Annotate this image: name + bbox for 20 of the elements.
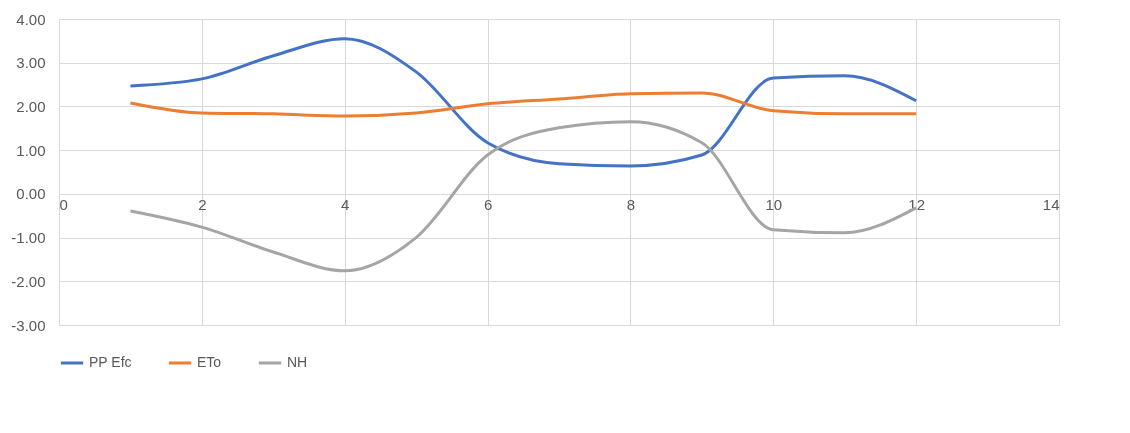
x-tick-label: 2 bbox=[198, 196, 207, 214]
y-tick-label: 3.00 bbox=[16, 54, 46, 72]
y-tick-label: 1.00 bbox=[16, 141, 46, 159]
x-tick-label: 10 bbox=[765, 196, 783, 214]
y-tick-label: 2.00 bbox=[16, 97, 46, 115]
y-tick-label: 0.00 bbox=[16, 185, 46, 203]
x-tick-label: 0 bbox=[59, 196, 68, 214]
y-tick-label: -1.00 bbox=[11, 229, 46, 247]
line-series bbox=[128, 91, 918, 118]
x-tick-label: 8 bbox=[626, 196, 636, 214]
legend-label: NH bbox=[287, 354, 308, 370]
legend-label: PP Efc bbox=[89, 354, 132, 370]
x-tick-label: 6 bbox=[483, 196, 493, 214]
x-tick-label: 4 bbox=[341, 196, 350, 214]
x-tick-label: 14 bbox=[1042, 196, 1060, 214]
y-tick-label: 4.00 bbox=[16, 10, 46, 28]
y-tick-label: -3.00 bbox=[11, 316, 46, 334]
line-series bbox=[128, 37, 918, 168]
y-tick-label: -2.00 bbox=[11, 272, 46, 290]
legend-label: ETo bbox=[197, 354, 222, 370]
